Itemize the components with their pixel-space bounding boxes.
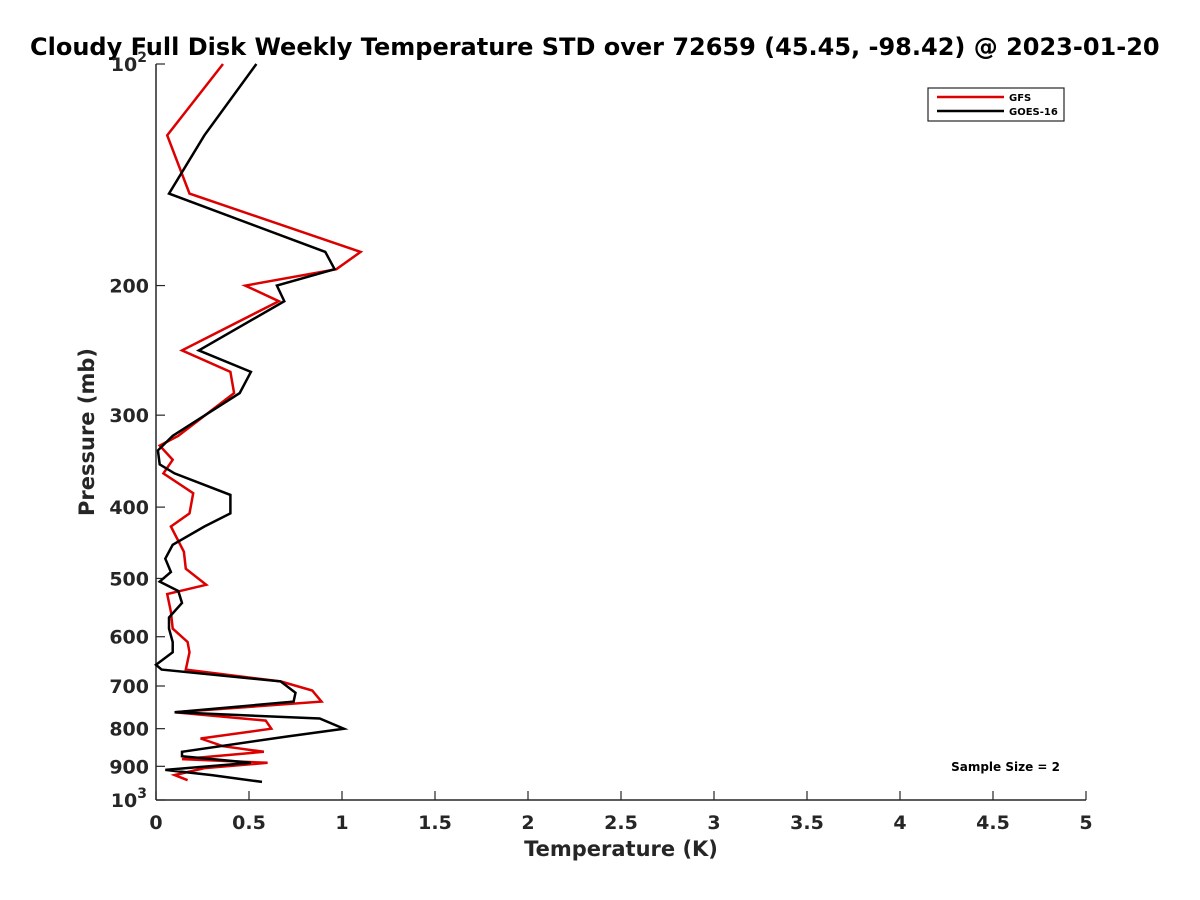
x-tick-label: 3.5 [790, 812, 824, 834]
plot-area: 0 0.5 1 1.5 2 2.5 3 3.5 4 4.5 5 200 300 400 500 600 700… [109, 50, 1092, 834]
y-tick-label: 700 [109, 676, 149, 698]
y-tick-label: 400 [109, 497, 149, 519]
y-tick-label: 300 [109, 405, 149, 427]
x-tick-label: 0 [149, 812, 162, 834]
chart-title: Cloudy Full Disk Weekly Temperature STD … [30, 33, 1160, 61]
y-tick-label-power: 103 [111, 786, 147, 812]
legend-box [927, 87, 1065, 122]
x-tick-label: 1.5 [418, 812, 452, 834]
sample-size-annotation: Sample Size = 2 [951, 760, 1060, 774]
x-tick-label: 2.5 [604, 812, 638, 834]
y-tick-label: 200 [109, 276, 149, 298]
x-tick-label: 4 [893, 812, 906, 834]
series-line-gfs [157, 63, 364, 782]
y-axis-label: Pressure (mb) [75, 348, 99, 516]
legend-label-gfs: GFS [1009, 93, 1031, 104]
x-tick-label: 5 [1079, 812, 1092, 834]
x-ticks: 0 0.5 1 1.5 2 2.5 3 3.5 4 4.5 5 [149, 791, 1093, 834]
x-tick-label: 1 [335, 812, 348, 834]
y-tick-label: 600 [109, 627, 149, 649]
x-tick-label: 3 [707, 812, 720, 834]
y-ticks: 200 300 400 500 600 700 800 900 102 103 [109, 50, 165, 812]
y-tick-label: 500 [109, 568, 149, 590]
series-lines [154, 63, 364, 784]
y-tick-label-power: 102 [111, 50, 147, 76]
y-tick-label: 800 [109, 719, 149, 741]
legend: GFS GOES-16 [927, 87, 1065, 122]
legend-label-goes-16: GOES-16 [1009, 107, 1058, 118]
x-tick-label: 2 [521, 812, 534, 834]
x-tick-label: 0.5 [232, 812, 266, 834]
x-tick-label: 4.5 [976, 812, 1010, 834]
series-line-goes-16 [154, 63, 349, 784]
y-tick-label: 900 [109, 756, 149, 778]
x-axis-label: Temperature (K) [524, 837, 718, 861]
